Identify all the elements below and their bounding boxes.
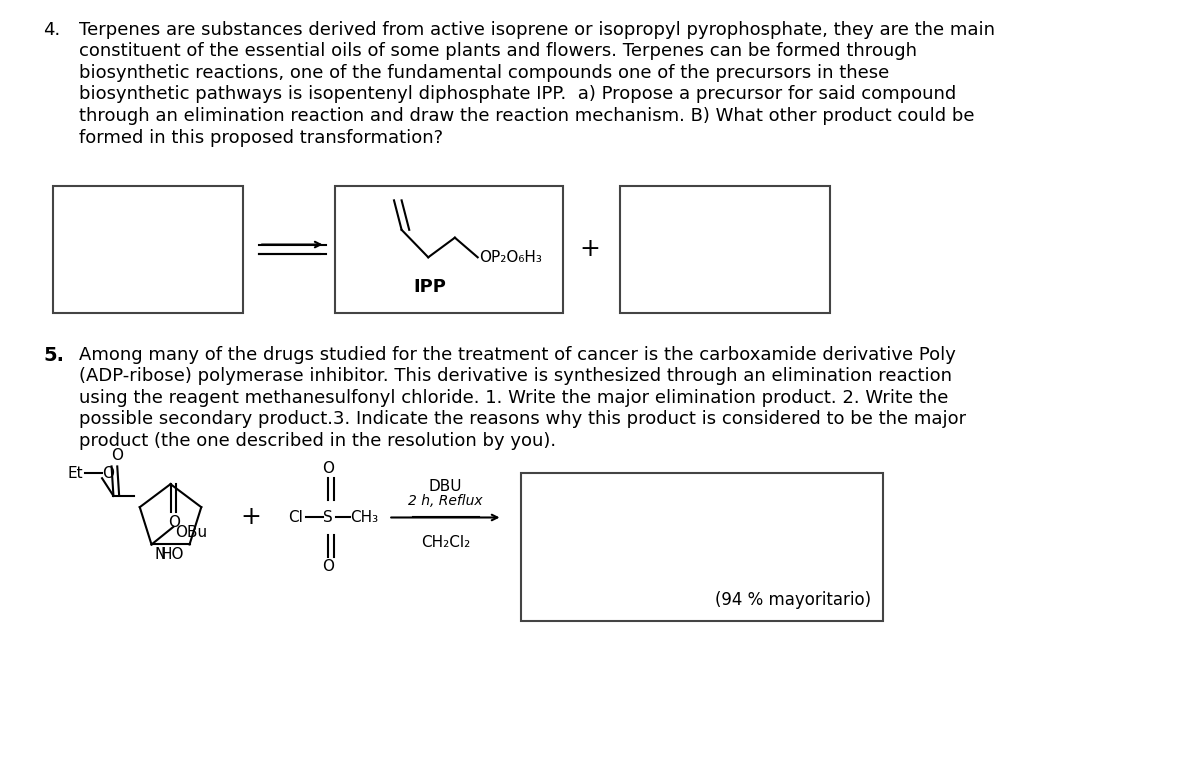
- Bar: [522, 474, 883, 620]
- Text: CH₂Cl₂: CH₂Cl₂: [421, 535, 470, 550]
- Bar: [335, 186, 563, 313]
- Bar: [53, 186, 242, 313]
- Text: biosynthetic pathways is isopentenyl diphosphate IPP.  a) Propose a precursor fo: biosynthetic pathways is isopentenyl dip…: [79, 86, 956, 103]
- Text: through an elimination reaction and draw the reaction mechanism. B) What other p: through an elimination reaction and draw…: [79, 107, 974, 125]
- Text: (94 % mayoritario): (94 % mayoritario): [715, 591, 871, 609]
- Text: CH₃: CH₃: [350, 510, 378, 525]
- Text: 2 h, Reflux: 2 h, Reflux: [408, 494, 482, 507]
- Text: +: +: [240, 506, 260, 529]
- Text: constituent of the essential oils of some plants and flowers. Terpenes can be fo: constituent of the essential oils of som…: [79, 42, 917, 60]
- Text: OP₂O₆H₃: OP₂O₆H₃: [480, 250, 542, 265]
- Text: IPP: IPP: [414, 277, 446, 296]
- Text: 4.: 4.: [43, 21, 60, 39]
- Text: O: O: [323, 558, 335, 574]
- Text: Terpenes are substances derived from active isoprene or isopropyl pyrophosphate,: Terpenes are substances derived from act…: [79, 21, 995, 39]
- Text: biosynthetic reactions, one of the fundamental compounds one of the precursors i: biosynthetic reactions, one of the funda…: [79, 64, 889, 82]
- Text: using the reagent methanesulfonyl chloride. 1. Write the major elimination produ: using the reagent methanesulfonyl chlori…: [79, 389, 948, 407]
- Text: O: O: [169, 514, 181, 529]
- Text: O: O: [112, 448, 124, 462]
- Text: O: O: [323, 461, 335, 476]
- Text: OBu: OBu: [175, 525, 208, 540]
- Text: 5.: 5.: [43, 345, 64, 364]
- Text: (ADP-ribose) polymerase inhibitor. This derivative is synthesized through an eli: (ADP-ribose) polymerase inhibitor. This …: [79, 367, 953, 385]
- Text: formed in this proposed transformation?: formed in this proposed transformation?: [79, 128, 443, 147]
- Text: Cl: Cl: [288, 510, 304, 525]
- Bar: [620, 186, 829, 313]
- Text: product (the one described in the resolution by you).: product (the one described in the resolu…: [79, 432, 557, 450]
- Text: HO: HO: [161, 548, 184, 562]
- Text: DBU: DBU: [428, 479, 462, 494]
- Text: S: S: [323, 510, 332, 525]
- Text: possible secondary product.3. Indicate the reasons why this product is considere: possible secondary product.3. Indicate t…: [79, 410, 966, 429]
- Text: +: +: [580, 238, 600, 261]
- Text: Et: Et: [67, 466, 83, 481]
- Text: N: N: [155, 548, 166, 562]
- Text: Among many of the drugs studied for the treatment of cancer is the carboxamide d: Among many of the drugs studied for the …: [79, 345, 956, 364]
- Text: O: O: [102, 466, 114, 481]
